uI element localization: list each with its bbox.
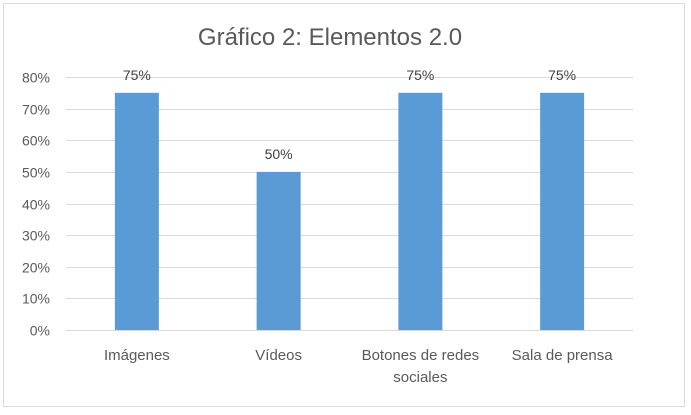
- category-label: Imágenes: [104, 347, 170, 364]
- category-label-line: Botones de redes: [362, 347, 480, 364]
- bars: [114, 92, 585, 330]
- bar: [114, 92, 159, 330]
- category-label: Sala de prensa: [512, 347, 614, 364]
- y-tick-label: 30%: [22, 228, 50, 244]
- category-label: Botones de redes sociales: [362, 347, 480, 386]
- y-tick-label: 40%: [22, 197, 50, 213]
- data-label: 75%: [548, 67, 576, 83]
- category-label: Vídeos: [255, 347, 302, 364]
- data-label: 75%: [406, 67, 434, 83]
- bar: [256, 171, 301, 330]
- data-label: 50%: [265, 146, 293, 162]
- category-label-line: Vídeos: [255, 347, 302, 364]
- y-tick-label: 80%: [22, 70, 50, 86]
- category-label-line: Sala de prensa: [512, 347, 614, 364]
- category-label-line: Imágenes: [104, 347, 170, 364]
- y-axis-tick-labels: 0% 10% 20% 30% 40% 50% 60% 70% 80%: [22, 70, 50, 339]
- data-labels: 75% 50% 75% 75%: [123, 67, 576, 162]
- category-label-line: sociales: [393, 369, 447, 386]
- y-tick-label: 20%: [22, 260, 50, 276]
- chart-title: Gráfico 2: Elementos 2.0: [198, 24, 462, 51]
- data-label: 75%: [123, 67, 151, 83]
- x-axis-category-labels: Imágenes Vídeos Botones de redes sociales Sa…: [104, 347, 613, 386]
- bar: [540, 92, 585, 330]
- y-tick-label: 10%: [22, 291, 50, 307]
- y-tick-label: 50%: [22, 165, 50, 181]
- y-tick-label: 70%: [22, 102, 50, 118]
- gridlines: [66, 77, 633, 331]
- y-tick-label: 0%: [30, 323, 50, 339]
- bar: [398, 92, 443, 330]
- y-tick-label: 60%: [22, 133, 50, 149]
